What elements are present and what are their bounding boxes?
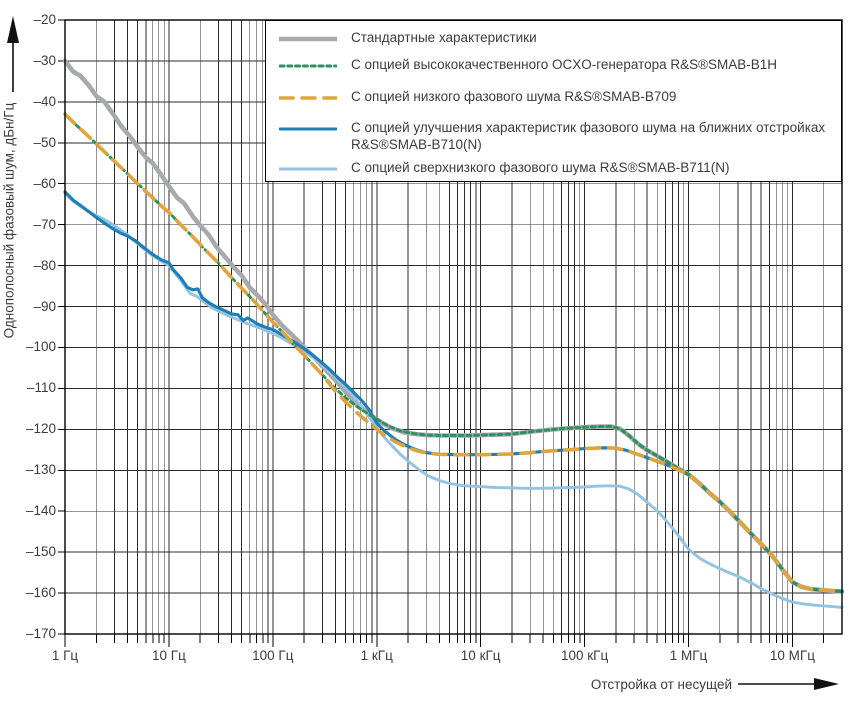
y-tick-label: –150 bbox=[25, 544, 56, 560]
series-line-1 bbox=[63, 112, 844, 593]
y-tick-label: –120 bbox=[25, 421, 56, 437]
x-axis-title: Отстройка от несущей bbox=[590, 677, 732, 692]
legend-item: С опцией сверхнизкого фазового шума R&S®… bbox=[279, 159, 730, 176]
legend-item: С опцией улучшения характеристик фазовог… bbox=[279, 119, 829, 153]
legend-item: Стандартные характеристики bbox=[279, 29, 537, 46]
x-axis-arrow-icon bbox=[738, 678, 839, 690]
legend-box: Стандартные характеристики С опцией высок… bbox=[265, 20, 842, 182]
y-tick-label: –100 bbox=[25, 339, 56, 355]
series-line-4 bbox=[63, 191, 844, 609]
y-tick-label: –20 bbox=[33, 12, 56, 27]
y-tick-label: –90 bbox=[33, 298, 56, 314]
y-tick-label: –70 bbox=[33, 216, 56, 232]
legend-swatch-line bbox=[279, 96, 337, 100]
legend-label: С опцией высококачественного OCXO-генера… bbox=[351, 57, 778, 72]
x-tick-label: 1 МГц bbox=[669, 648, 708, 663]
y-tick-label: –80 bbox=[33, 257, 56, 273]
y-tick-label: –50 bbox=[33, 134, 56, 150]
series-line-2 bbox=[63, 112, 844, 594]
x-tick-label: 1 кГц bbox=[360, 648, 393, 663]
legend-label: С опцией улучшения характеристик фазовог… bbox=[351, 120, 826, 152]
x-tick-label: 10 Гц bbox=[152, 648, 186, 663]
y-tick-label: –60 bbox=[33, 175, 56, 191]
legend-item: С опцией высококачественного OCXO-генера… bbox=[279, 56, 777, 73]
y-tick-label: –140 bbox=[25, 503, 56, 519]
x-tick-label: 100 Гц bbox=[252, 648, 294, 663]
y-tick-label: –30 bbox=[33, 52, 56, 68]
y-tick-label: –40 bbox=[33, 93, 56, 109]
x-tick-label: 100 кГц bbox=[560, 648, 609, 663]
x-tick-label: 1 Гц bbox=[51, 648, 79, 663]
y-tick-label: –110 bbox=[26, 380, 56, 396]
legend-swatch-line bbox=[279, 127, 337, 131]
legend-label: С опцией сверхнизкого фазового шума R&S®… bbox=[351, 160, 730, 175]
x-tick-label: 10 МГц bbox=[769, 648, 815, 663]
y-axis-arrow-icon bbox=[7, 16, 19, 92]
x-tick-label: 10 кГц bbox=[460, 648, 501, 663]
y-tick-label: –130 bbox=[25, 462, 56, 478]
legend-swatch-line bbox=[279, 167, 337, 171]
legend-swatch-line bbox=[279, 36, 337, 42]
y-axis-title: Однополосный фазовый шум, дБн/Гц bbox=[1, 102, 17, 339]
legend-label: Стандартные характеристики bbox=[351, 30, 537, 45]
legend-swatch-line bbox=[279, 64, 337, 68]
series-line-3 bbox=[63, 190, 844, 593]
legend-item: С опцией низкого фазового шума R&S®SMAB-… bbox=[279, 88, 676, 105]
y-tick-label: –160 bbox=[25, 585, 56, 601]
y-tick-label: –170 bbox=[25, 626, 56, 641]
legend-label: С опцией низкого фазового шума R&S®SMAB-… bbox=[351, 89, 677, 104]
